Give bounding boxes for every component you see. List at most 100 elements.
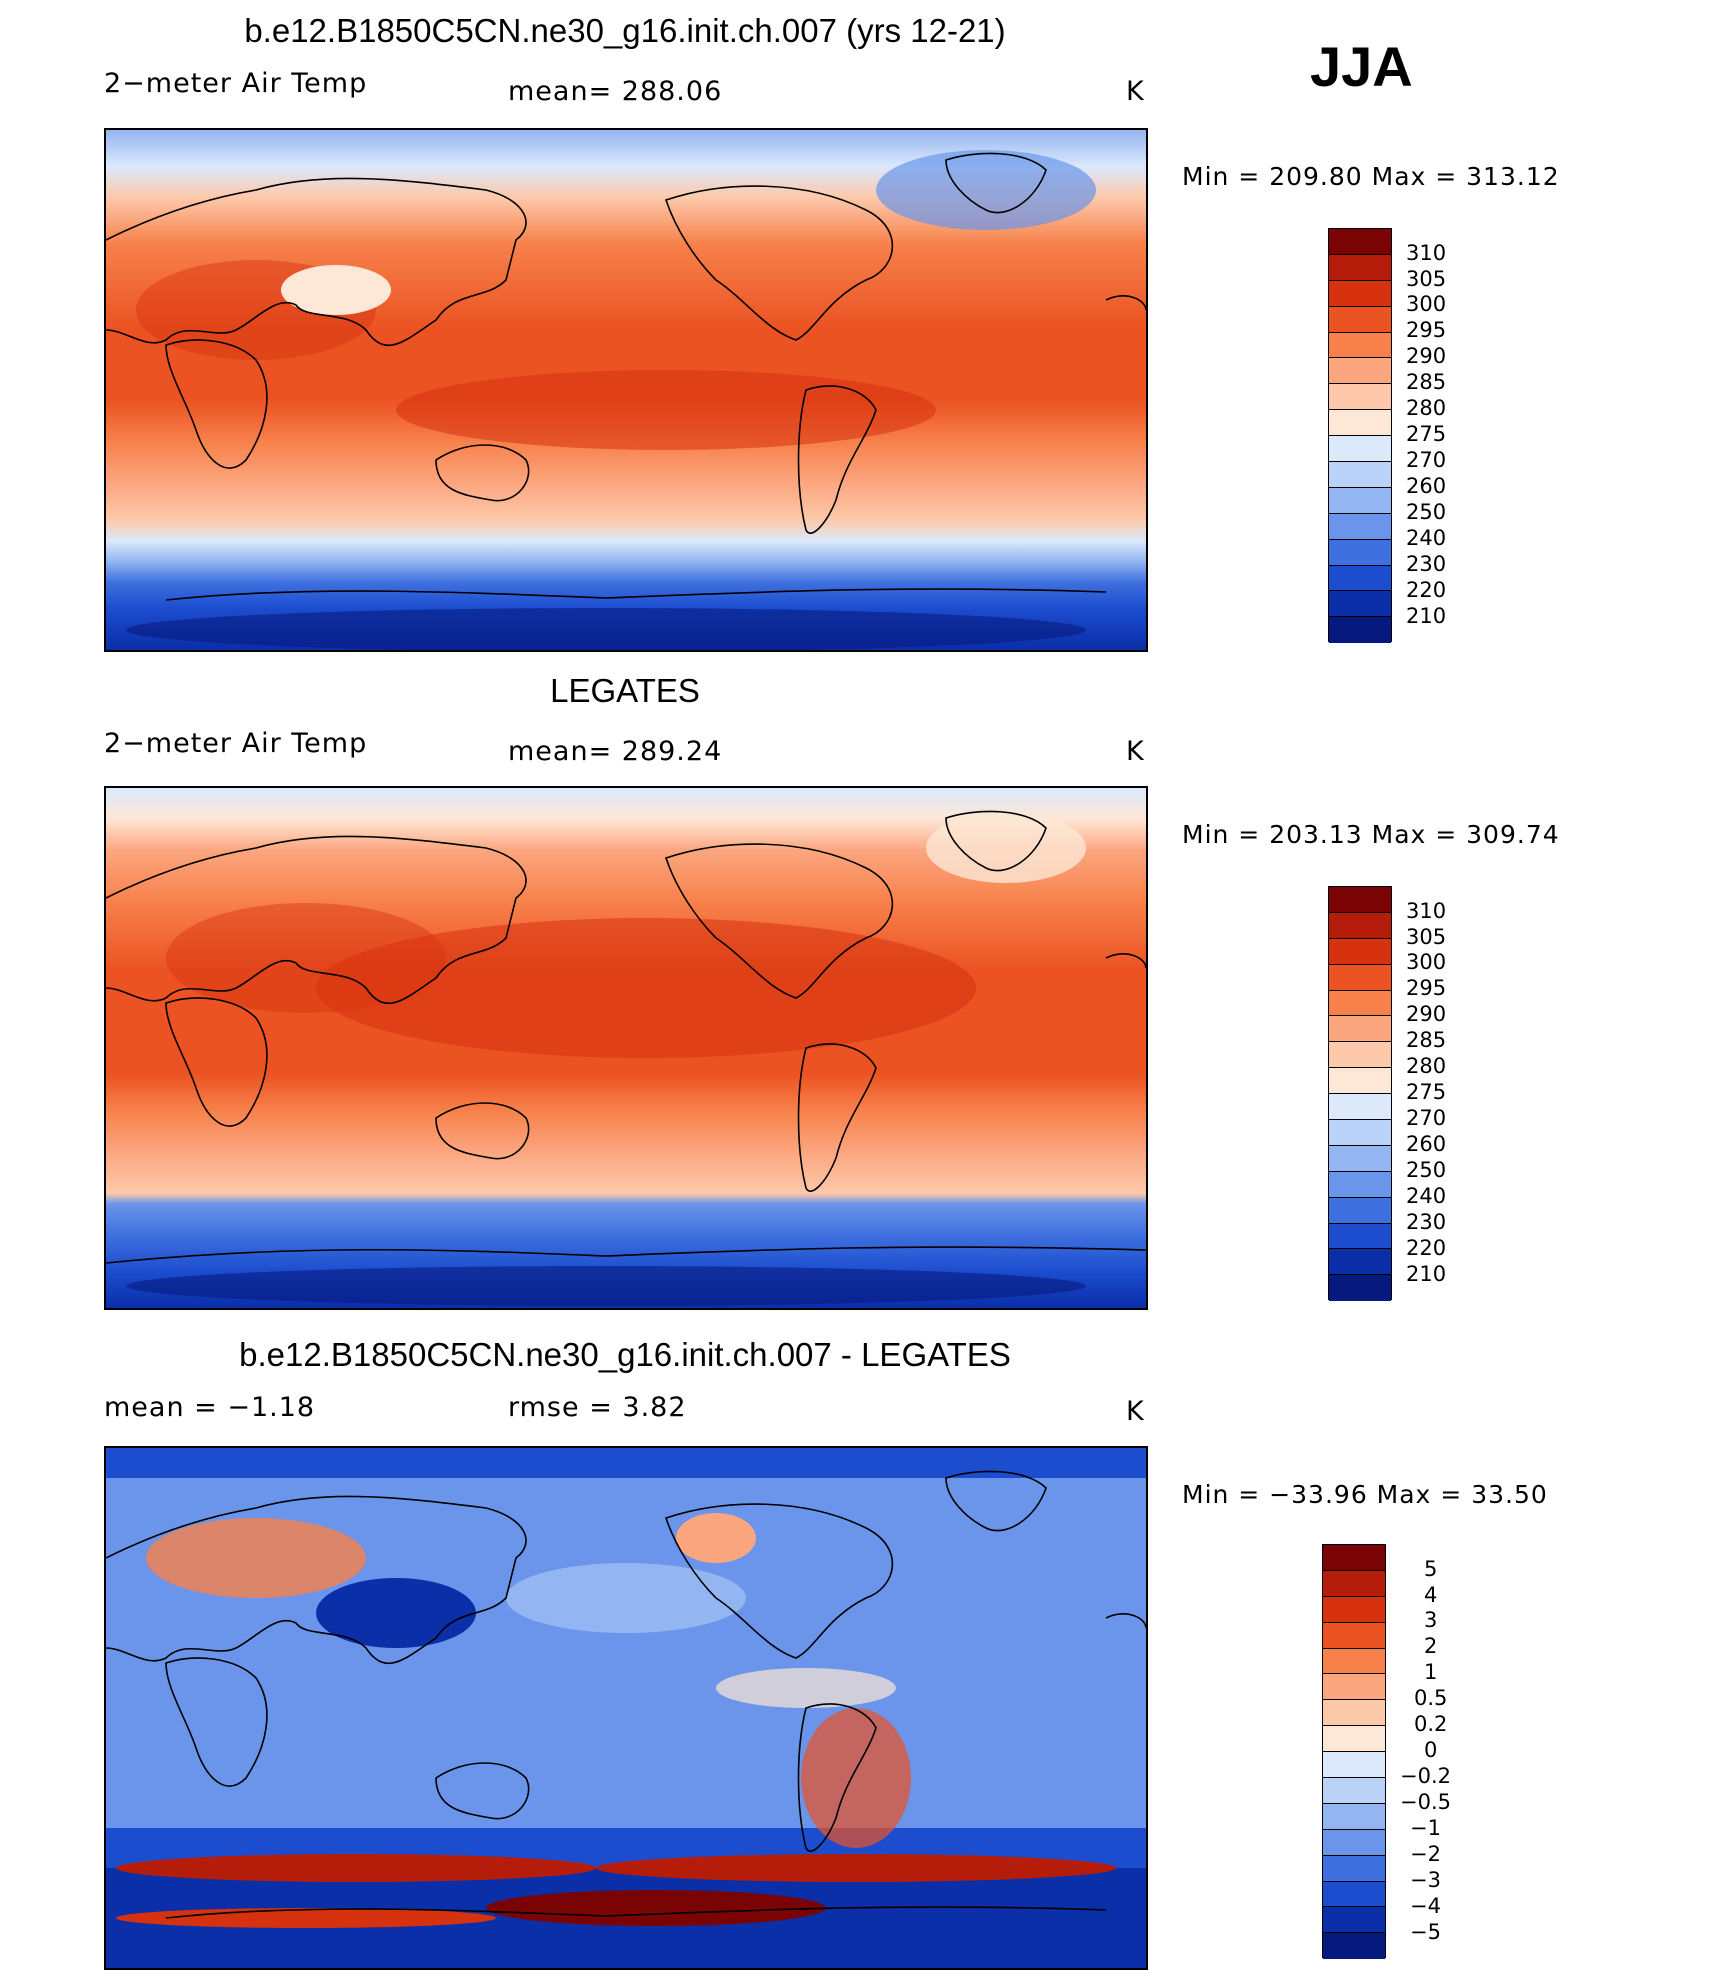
colorbar-segment <box>1329 332 1391 359</box>
difference-colorbar <box>1322 1544 1386 1960</box>
units-label: K <box>1126 736 1145 767</box>
colorbar-segment <box>1329 938 1391 965</box>
colorbar-segment <box>1329 358 1391 385</box>
colorbar-label: 295 <box>1406 976 1447 1000</box>
colorbar-segment <box>1329 487 1391 514</box>
colorbar-segment <box>1329 1120 1391 1146</box>
season-label: JJA <box>1310 35 1413 98</box>
colorbar-label: 0.5 <box>1414 1686 1448 1710</box>
colorbar-segment <box>1329 591 1391 618</box>
colorbar-label: 250 <box>1406 1158 1447 1182</box>
coastlines <box>106 810 1146 1264</box>
colorbar-label: 275 <box>1406 422 1447 446</box>
colorbar-label: 230 <box>1406 1210 1447 1234</box>
colorbar-segment <box>1329 513 1391 540</box>
difference-map <box>104 1446 1148 1970</box>
colorbar-segment <box>1323 1855 1385 1882</box>
colorbar-label: 220 <box>1406 578 1447 602</box>
panel-title: LEGATES <box>550 672 700 709</box>
colorbar-segment <box>1329 617 1391 644</box>
colorbar-label: 280 <box>1406 396 1447 420</box>
colorbar-segment <box>1329 912 1391 939</box>
min-max-label: Min = 203.13 Max = 309.74 <box>1182 820 1560 849</box>
colorbar-label: 240 <box>1406 526 1447 550</box>
colorbar-segment <box>1323 1648 1385 1675</box>
colorbar-segment <box>1323 1881 1385 1908</box>
colorbar-label: −0.5 <box>1400 1790 1451 1814</box>
min-max-label: Min = 209.80 Max = 313.12 <box>1182 162 1560 191</box>
units-label: K <box>1126 1396 1145 1427</box>
coastlines <box>106 152 1146 601</box>
colorbar-segment <box>1329 1249 1391 1276</box>
colorbar-label: 260 <box>1406 1132 1447 1156</box>
mean-label: mean = −1.18 <box>104 1392 316 1423</box>
colorbar-segment <box>1329 1068 1391 1095</box>
colorbar-label: 1 <box>1424 1660 1438 1684</box>
colorbar-segment <box>1329 280 1391 307</box>
colorbar-label: 5 <box>1424 1557 1438 1581</box>
colorbar-segment <box>1329 539 1391 566</box>
colorbar-label: 0 <box>1424 1738 1438 1762</box>
colorbar-segment <box>1323 1622 1385 1649</box>
colorbar-segment <box>1329 1223 1391 1250</box>
colorbar-label: 300 <box>1406 292 1447 316</box>
model-temperature-map <box>104 128 1148 652</box>
colorbar-segment <box>1329 384 1391 411</box>
colorbar-label: 240 <box>1406 1184 1447 1208</box>
model-colorbar <box>1328 228 1392 644</box>
colorbar-label: 285 <box>1406 1028 1447 1052</box>
colorbar-segment <box>1329 1171 1391 1198</box>
colorbar-segment <box>1323 1778 1385 1804</box>
colorbar-segment <box>1329 1042 1391 1069</box>
colorbar-segment <box>1329 565 1391 592</box>
panel-title: b.e12.B1850C5CN.ne30_g16.init.ch.007 - L… <box>239 1336 1011 1373</box>
variable-label: 2−meter Air Temp <box>104 728 368 759</box>
colorbar-label: 0.2 <box>1414 1712 1448 1736</box>
colorbar-label: 220 <box>1406 1236 1447 1260</box>
colorbar-segment <box>1329 254 1391 281</box>
colorbar-segment <box>1323 1570 1385 1597</box>
colorbar-label: −4 <box>1410 1894 1441 1918</box>
colorbar-segment <box>1323 1596 1385 1623</box>
rmse-label: rmse = 3.82 <box>508 1392 687 1423</box>
observed-colorbar <box>1328 886 1392 1302</box>
variable-label: 2−meter Air Temp <box>104 68 368 99</box>
colorbar-segment <box>1329 1016 1391 1043</box>
colorbar-segment <box>1323 1907 1385 1934</box>
observed-temperature-map <box>104 786 1148 1310</box>
colorbar-segment <box>1329 1145 1391 1172</box>
coastlines <box>106 1470 1146 1919</box>
colorbar-segment <box>1329 436 1391 463</box>
colorbar-label: 310 <box>1406 899 1447 923</box>
min-max-label: Min = −33.96 Max = 33.50 <box>1182 1480 1548 1509</box>
colorbar-label: −2 <box>1410 1842 1441 1866</box>
colorbar-label: 270 <box>1406 448 1447 472</box>
colorbar-segment <box>1329 964 1391 991</box>
colorbar-segment <box>1323 1700 1385 1727</box>
colorbar-segment <box>1323 1726 1385 1753</box>
colorbar-label: −1 <box>1410 1816 1441 1840</box>
colorbar-label: 270 <box>1406 1106 1447 1130</box>
colorbar-label: 280 <box>1406 1054 1447 1078</box>
colorbar-segment <box>1323 1933 1385 1960</box>
colorbar-segment <box>1323 1829 1385 1856</box>
colorbar-label: 2 <box>1424 1634 1438 1658</box>
colorbar-segment <box>1329 1275 1391 1302</box>
colorbar-label: 275 <box>1406 1080 1447 1104</box>
colorbar-label: 250 <box>1406 500 1447 524</box>
colorbar-segment <box>1329 1197 1391 1224</box>
colorbar-segment <box>1329 462 1391 488</box>
colorbar-label: −0.2 <box>1400 1764 1451 1788</box>
colorbar-label: 210 <box>1406 604 1447 628</box>
colorbar-label: 290 <box>1406 344 1447 368</box>
colorbar-segment <box>1329 887 1391 913</box>
colorbar-segment <box>1323 1674 1385 1701</box>
colorbar-label: 290 <box>1406 1002 1447 1026</box>
mean-label: mean= 288.06 <box>508 76 723 107</box>
colorbar-label: 300 <box>1406 950 1447 974</box>
colorbar-segment <box>1323 1545 1385 1571</box>
colorbar-label: 210 <box>1406 1262 1447 1286</box>
colorbar-label: 4 <box>1424 1583 1438 1607</box>
mean-label: mean= 289.24 <box>508 736 723 767</box>
